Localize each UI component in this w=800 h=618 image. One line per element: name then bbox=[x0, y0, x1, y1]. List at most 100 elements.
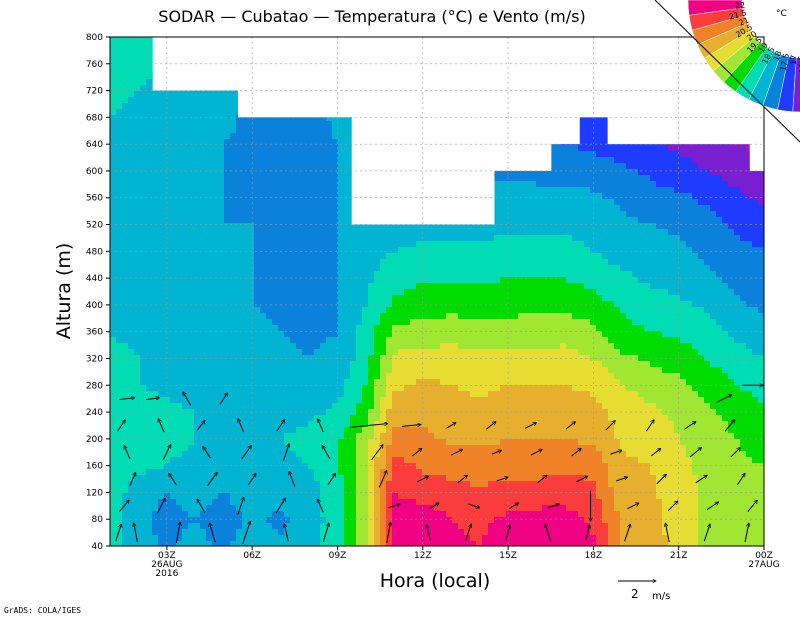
temperature-cell bbox=[212, 199, 219, 206]
temperature-cell bbox=[404, 313, 411, 320]
temperature-cell bbox=[122, 463, 129, 470]
temperature-cell bbox=[188, 391, 195, 398]
temperature-cell bbox=[392, 529, 399, 536]
temperature-cell bbox=[152, 121, 159, 128]
temperature-cell bbox=[254, 403, 261, 410]
temperature-cell bbox=[116, 469, 123, 476]
temperature-cell bbox=[116, 175, 123, 182]
temperature-cell bbox=[416, 451, 423, 458]
temperature-cell bbox=[338, 487, 345, 494]
temperature-cell bbox=[164, 151, 171, 158]
temperature-cell bbox=[146, 151, 153, 158]
temperature-cell bbox=[338, 277, 345, 284]
temperature-cell bbox=[302, 511, 309, 518]
temperature-cell bbox=[248, 517, 255, 524]
temperature-cell bbox=[224, 241, 231, 248]
temperature-cell bbox=[410, 307, 417, 314]
temperature-cell bbox=[188, 433, 195, 440]
temperature-cell bbox=[122, 439, 129, 446]
temperature-cell bbox=[188, 229, 195, 236]
temperature-cell bbox=[308, 283, 315, 290]
temperature-cell bbox=[122, 505, 129, 512]
temperature-cell bbox=[230, 397, 237, 404]
temperature-cell bbox=[272, 505, 279, 512]
temperature-cell bbox=[212, 421, 219, 428]
temperature-cell bbox=[452, 505, 459, 512]
temperature-cell bbox=[176, 109, 183, 116]
temperature-cell bbox=[230, 439, 237, 446]
temperature-cell bbox=[452, 313, 459, 320]
temperature-cell bbox=[254, 307, 261, 314]
temperature-cell bbox=[158, 157, 165, 164]
temperature-cell bbox=[338, 259, 345, 266]
temperature-cell bbox=[416, 235, 423, 242]
temperature-cell bbox=[194, 247, 201, 254]
temperature-cell bbox=[176, 517, 183, 524]
temperature-cell bbox=[296, 469, 303, 476]
temperature-cell bbox=[200, 289, 207, 296]
temperature-cell bbox=[320, 541, 327, 546]
temperature-cell bbox=[122, 319, 129, 326]
temperature-cell bbox=[422, 517, 429, 524]
temperature-cell bbox=[236, 409, 243, 416]
temperature-cell bbox=[248, 199, 255, 206]
temperature-cell bbox=[260, 181, 267, 188]
temperature-cell bbox=[116, 349, 123, 356]
temperature-cell bbox=[284, 259, 291, 266]
temperature-cell bbox=[404, 271, 411, 278]
temperature-cell bbox=[446, 319, 453, 326]
temperature-cell bbox=[182, 427, 189, 434]
temperature-cell bbox=[332, 427, 339, 434]
temperature-cell bbox=[338, 439, 345, 446]
temperature-cell bbox=[158, 529, 165, 536]
temperature-cell bbox=[440, 289, 447, 296]
temperature-cell bbox=[218, 205, 225, 212]
temperature-cell bbox=[458, 367, 465, 374]
temperature-cell bbox=[398, 385, 405, 392]
temperature-cell bbox=[140, 361, 147, 368]
temperature-cell bbox=[206, 499, 213, 506]
temperature-cell bbox=[434, 529, 441, 536]
temperature-cell bbox=[236, 535, 243, 542]
temperature-cell bbox=[434, 241, 441, 248]
temperature-cell bbox=[212, 433, 219, 440]
temperature-cell bbox=[410, 391, 417, 398]
temperature-cell bbox=[296, 337, 303, 344]
temperature-cell bbox=[236, 397, 243, 404]
temperature-cell bbox=[218, 241, 225, 248]
temperature-cell bbox=[434, 319, 441, 326]
temperature-cell bbox=[374, 391, 381, 398]
temperature-cell bbox=[290, 517, 297, 524]
temperature-cell bbox=[344, 271, 351, 278]
temperature-cell bbox=[272, 475, 279, 482]
temperature-cell bbox=[116, 367, 123, 374]
temperature-cell bbox=[242, 181, 249, 188]
temperature-cell bbox=[164, 199, 171, 206]
temperature-cell bbox=[152, 271, 159, 278]
temperature-cell bbox=[200, 205, 207, 212]
temperature-cell bbox=[122, 49, 129, 56]
temperature-cell bbox=[362, 313, 369, 320]
temperature-cell bbox=[296, 523, 303, 530]
temperature-cell bbox=[164, 241, 171, 248]
temperature-cell bbox=[410, 541, 417, 546]
temperature-cell bbox=[170, 121, 177, 128]
temperature-cell bbox=[248, 235, 255, 242]
temperature-cell bbox=[158, 517, 165, 524]
temperature-cell bbox=[188, 217, 195, 224]
temperature-cell bbox=[290, 199, 297, 206]
temperature-cell bbox=[410, 235, 417, 242]
temperature-cell bbox=[128, 517, 135, 524]
temperature-cell bbox=[116, 223, 123, 230]
temperature-cell bbox=[278, 475, 285, 482]
temperature-cell bbox=[224, 511, 231, 518]
temperature-cell bbox=[416, 415, 423, 422]
temperature-cell bbox=[182, 253, 189, 260]
temperature-cell bbox=[200, 451, 207, 458]
temperature-cell bbox=[434, 259, 441, 266]
temperature-cell bbox=[386, 421, 393, 428]
temperature-cell bbox=[224, 187, 231, 194]
temperature-cell bbox=[242, 229, 249, 236]
temperature-cell bbox=[284, 331, 291, 338]
temperature-cell bbox=[194, 337, 201, 344]
